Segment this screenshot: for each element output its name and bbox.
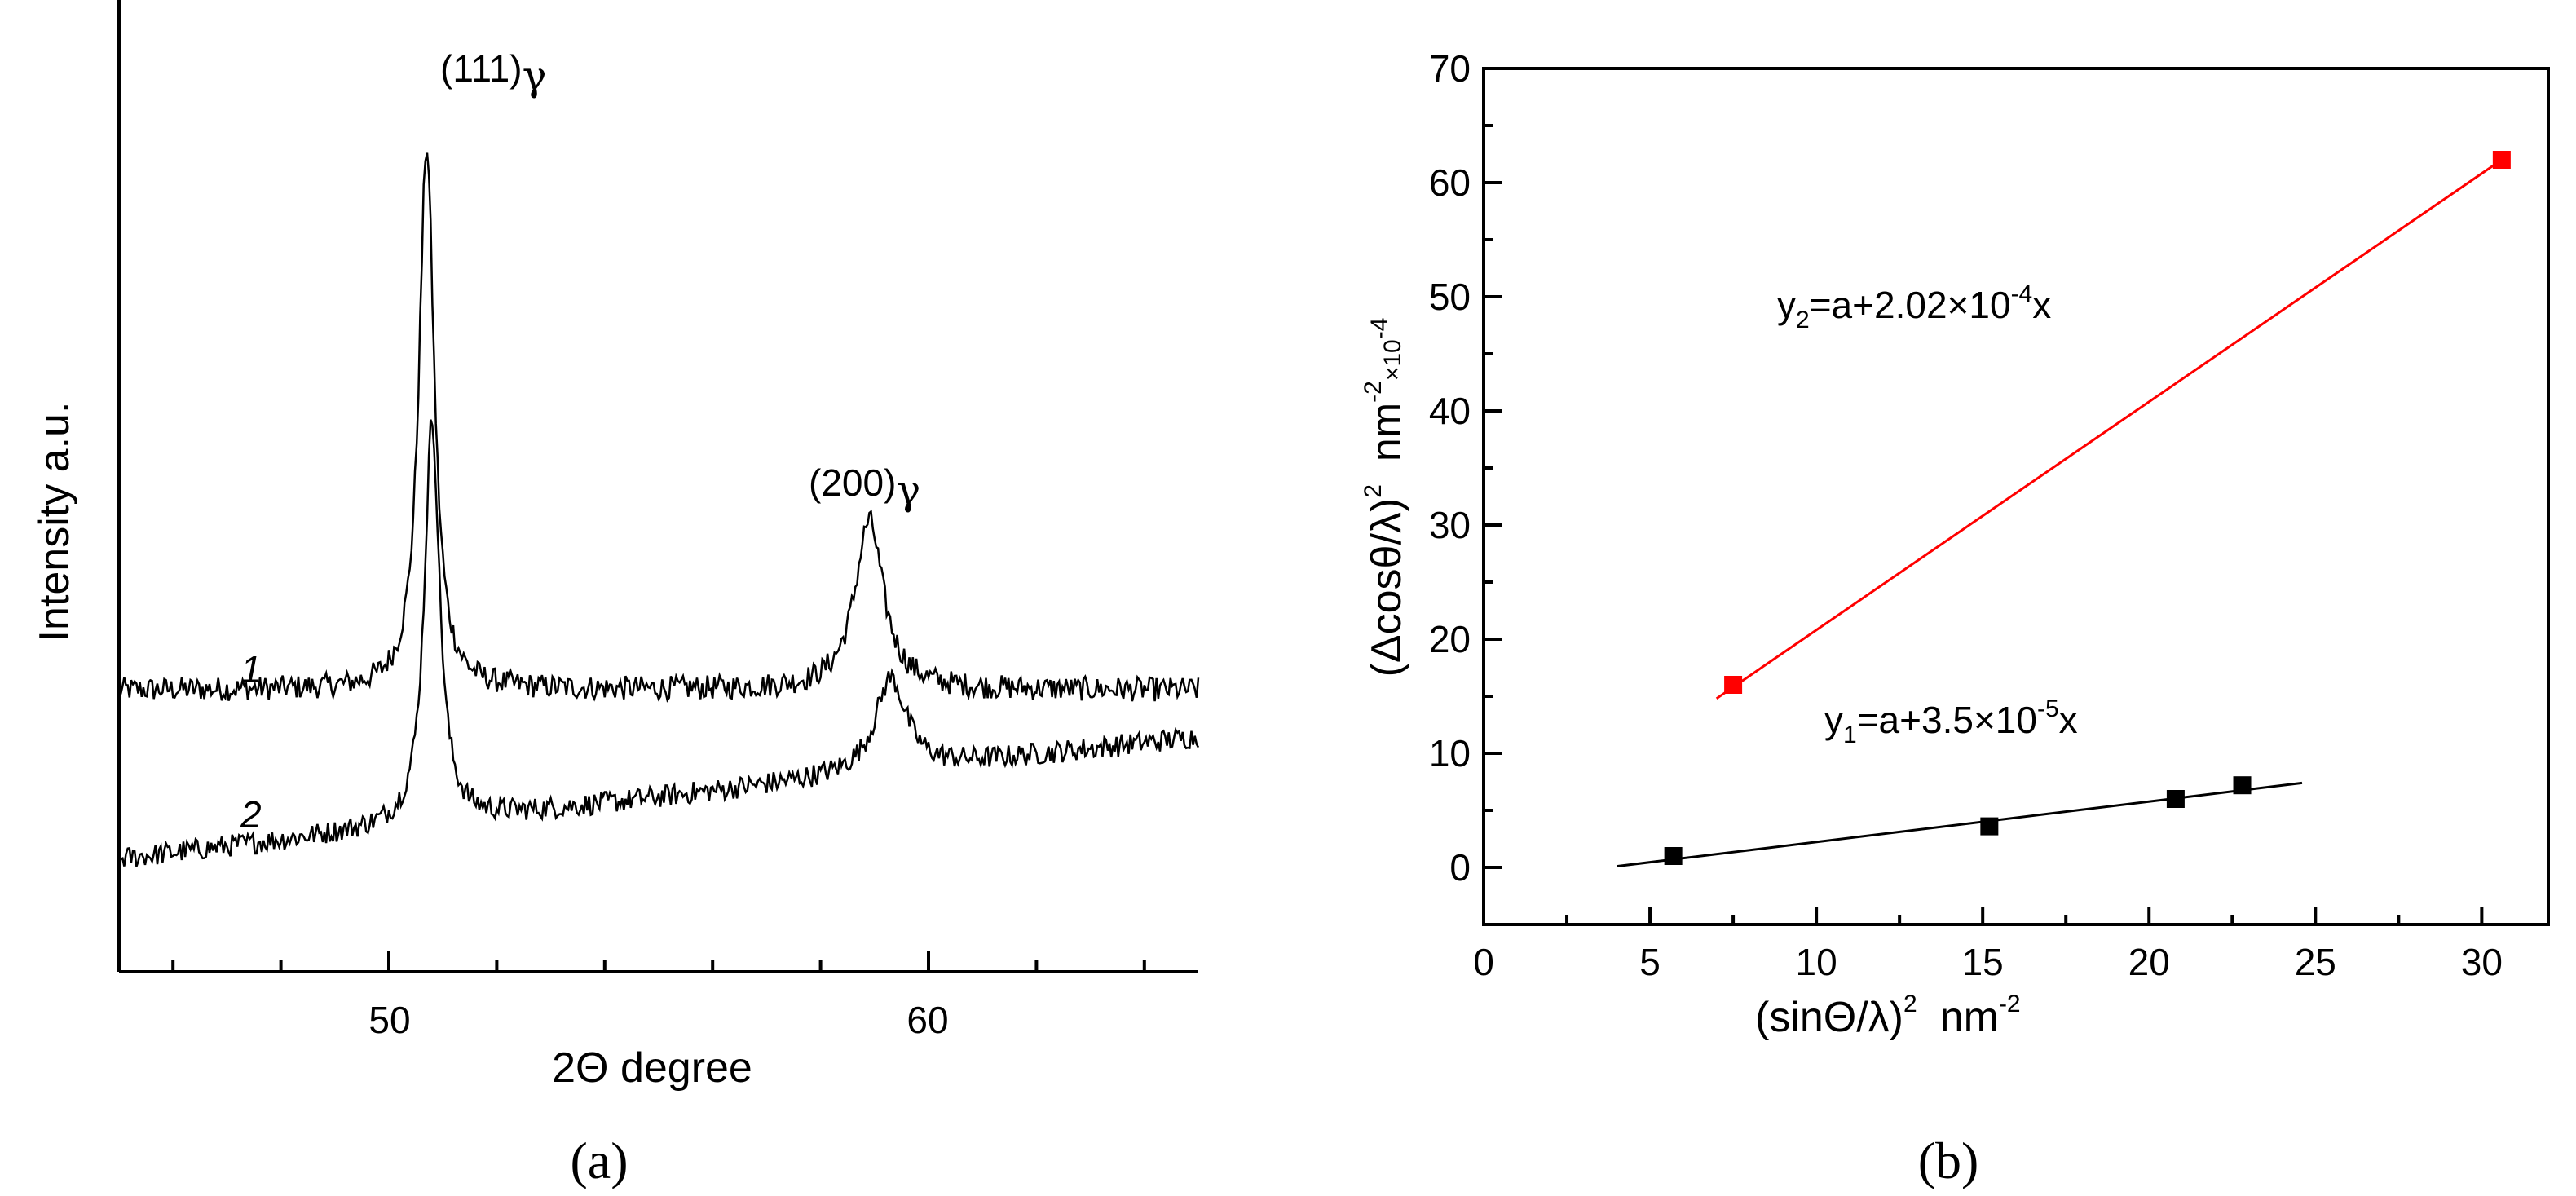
b-equation-y2-tail: x xyxy=(2032,284,2051,326)
b-plot-frame xyxy=(1482,67,2550,926)
a-series-2-label: 2 xyxy=(240,793,262,836)
b-x-tick-label: 30 xyxy=(2461,941,2503,983)
b-data-point-y1 xyxy=(1980,817,1999,836)
b-y-tick-label: 70 xyxy=(1429,47,1471,90)
b-equation-y2-mid: =a+2.02×10 xyxy=(1810,284,2011,326)
b-equation-y1-mid: =a+3.5×10 xyxy=(1857,699,2037,741)
b-x-axis-label-unit: nm xyxy=(1940,994,1999,1041)
b-y-axis-label-unit-sup: -2 xyxy=(1360,381,1387,403)
b-x-tick-label: 10 xyxy=(1796,941,1837,983)
b-ticks: 0 5 10 15 20 25 30 0 10 20 30 40 50 60 70 xyxy=(1429,47,2503,983)
b-y-axis-label-sup: 2 xyxy=(1360,484,1387,498)
a-series-1-label: 1 xyxy=(240,648,262,691)
b-fit-line-y1 xyxy=(1617,781,2303,868)
b-x-axis-label: (sinΘ/λ)2 nm-2 xyxy=(1755,991,2021,1041)
b-equation-y1-sub: 1 xyxy=(1843,722,1857,748)
b-x-tick-label: 15 xyxy=(1962,941,2004,983)
a-x-axis-label: 2Θ degree xyxy=(552,1044,752,1092)
panel-b-label: (b) xyxy=(1918,1132,1979,1189)
b-y-axis-label-quantity: (Δcosθ/λ) xyxy=(1363,498,1410,677)
a-y-axis-label: Intensity a.u. xyxy=(31,402,78,642)
b-data-point-y2 xyxy=(2492,151,2511,169)
b-x-tick-label: 0 xyxy=(1473,941,1494,983)
b-y-tick-label: 30 xyxy=(1429,504,1471,546)
b-y-tick-label: 50 xyxy=(1429,276,1471,318)
b-equation-y2-sub: 2 xyxy=(1796,307,1810,333)
a-x-tick-label: 50 xyxy=(368,999,410,1041)
b-y-axis-label-mult-sup: -4 xyxy=(1366,318,1393,340)
b-data-point-y1 xyxy=(2233,776,2252,795)
a-xrd-pattern-2 xyxy=(117,419,1200,867)
a-peak-label-111: (111)γ xyxy=(440,47,546,99)
b-fit-lines xyxy=(1617,158,2503,868)
b-y-tick-label: 10 xyxy=(1429,732,1471,775)
b-x-tick-label: 5 xyxy=(1639,941,1661,983)
a-peak-label-111-phase: γ xyxy=(523,52,547,99)
b-x-axis-label-sup: 2 xyxy=(1903,991,1917,1017)
b-x-tick-label: 25 xyxy=(2295,941,2336,983)
b-data-point-y1 xyxy=(2166,790,2185,808)
b-equation-y2: y2=a+2.02×10-4x xyxy=(1777,280,2051,333)
b-equation-y1-sup: -5 xyxy=(2037,695,2059,722)
b-y-tick-label: 0 xyxy=(1449,846,1471,889)
b-x-tick-label: 20 xyxy=(2128,941,2170,983)
b-data-points xyxy=(1664,151,2511,865)
a-x-ticks xyxy=(171,951,1146,972)
b-y-axis-label: (Δcosθ/λ)2 nm-2×10-4 xyxy=(1360,318,1410,677)
b-y-tick-label: 40 xyxy=(1429,390,1471,432)
b-equation-y1-lhs: y xyxy=(1824,699,1843,741)
b-y-axis-label-unit: nm xyxy=(1363,403,1410,461)
a-xrd-pattern-1 xyxy=(117,152,1200,703)
a-peak-label-200-phase: γ xyxy=(896,466,920,514)
a-x-tick-label: 60 xyxy=(906,999,948,1041)
a-peak-label-200: (200)γ xyxy=(809,461,920,514)
panel-a-label: (a) xyxy=(570,1132,628,1189)
b-y-tick-label: 60 xyxy=(1429,161,1471,204)
b-y-tick-label: 20 xyxy=(1429,618,1471,660)
b-equation-y1: y1=a+3.5×10-5x xyxy=(1824,695,2078,748)
panel-a: 50 60 2Θ degree Intensity a.u. 1 2 (111)… xyxy=(31,0,1200,1189)
b-equation-y1-tail: x xyxy=(2059,699,2078,741)
b-data-point-y2 xyxy=(1724,676,1743,694)
a-peak-label-111-hkl: (111) xyxy=(440,47,523,90)
a-series-group xyxy=(117,152,1200,867)
b-data-point-y1 xyxy=(1664,847,1683,865)
a-peak-label-200-hkl: (200) xyxy=(809,461,896,504)
b-y-axis-label-mult: ×10 xyxy=(1379,339,1406,381)
b-x-axis-label-quantity: (sinΘ/λ) xyxy=(1755,994,1903,1041)
b-x-axis-label-unit-sup: -2 xyxy=(1999,991,2021,1017)
b-fit-line-y2 xyxy=(1715,158,2503,700)
b-equation-y2-lhs: y xyxy=(1777,284,1796,326)
b-equation-y2-sup: -4 xyxy=(2011,280,2033,307)
